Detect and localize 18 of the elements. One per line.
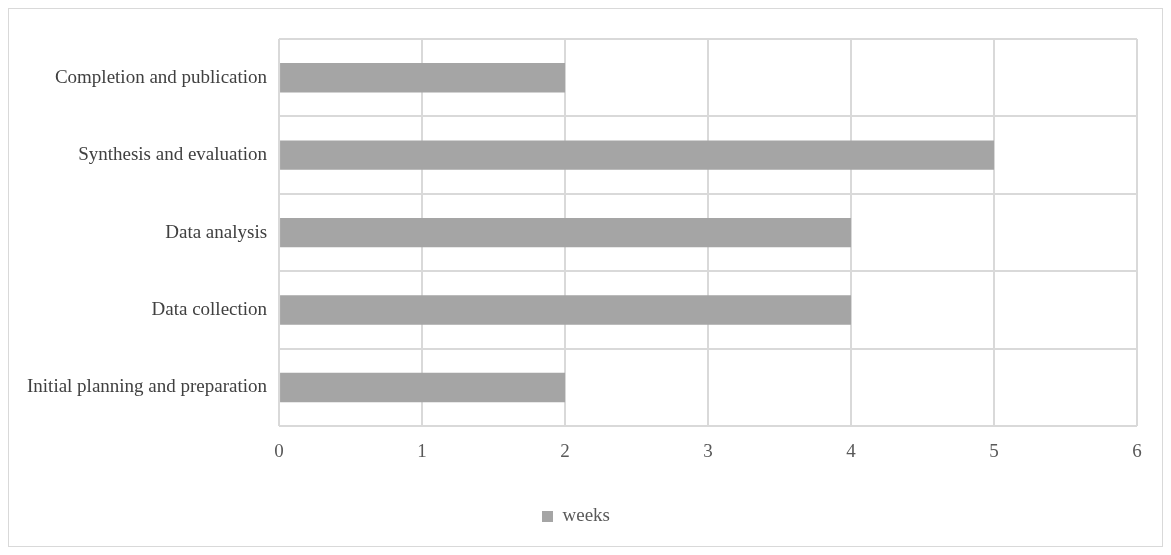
x-tick-label: 1	[417, 439, 427, 461]
bar	[280, 140, 995, 170]
y-tick-label: Completion and publication	[54, 65, 268, 87]
x-tick-label: 3	[703, 439, 713, 461]
y-tick-label: Data collection	[151, 298, 268, 320]
x-tick-label: 2	[560, 439, 570, 461]
bar	[280, 372, 566, 403]
bar	[280, 217, 852, 248]
bar	[280, 63, 566, 93]
x-tick-label: 0	[274, 439, 284, 461]
x-tick-label: 6	[1132, 439, 1142, 461]
y-tick-label: Data analysis	[165, 220, 268, 242]
legend-label: weeks	[562, 504, 610, 526]
y-tick-label: Initial planning and preparation	[27, 375, 268, 397]
x-tick-label: 5	[989, 439, 999, 461]
x-tick-label: 4	[846, 439, 857, 461]
bar	[280, 295, 852, 325]
y-tick-label: Synthesis and evaluation	[78, 143, 268, 165]
